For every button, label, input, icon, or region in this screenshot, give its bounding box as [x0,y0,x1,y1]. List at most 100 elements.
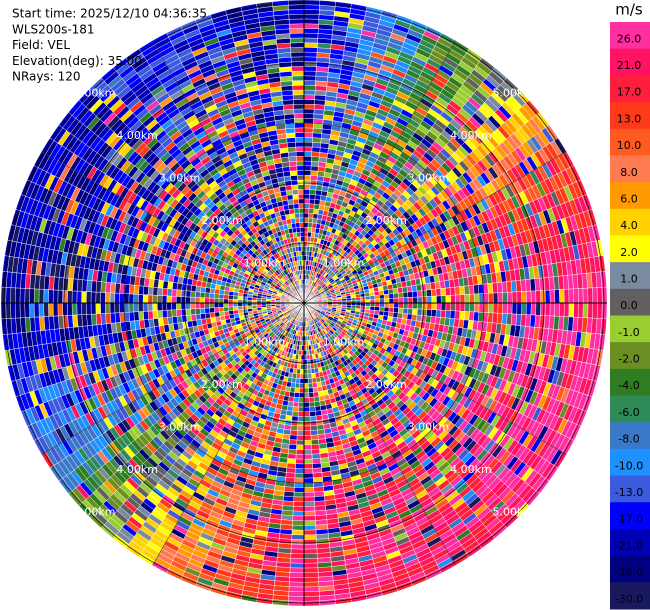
gate [398,302,404,309]
gate [286,462,296,469]
gate [303,75,317,82]
gate [310,175,318,181]
gate [312,386,319,393]
gate [397,307,404,314]
gate [291,529,305,536]
gate [379,294,385,300]
gate [291,524,305,531]
gate [392,287,399,294]
gate [285,467,296,474]
gate [303,28,319,34]
gate [483,302,489,313]
gate [303,543,318,550]
gate [601,302,608,320]
gate [303,151,313,157]
gate [449,286,456,296]
gate [303,416,311,422]
gate [393,307,399,314]
gate [369,291,375,297]
gate [374,306,380,312]
gate [568,288,575,304]
gate [303,373,309,380]
gate [296,439,305,446]
gate [296,435,305,441]
gate [314,400,321,407]
gate [303,529,317,536]
gate [445,287,451,296]
gate [402,291,409,299]
gate [468,284,475,295]
gate [592,287,598,304]
gate [307,222,313,228]
gate [288,391,295,398]
gate [303,501,315,507]
gate [364,295,371,301]
gate [303,203,310,209]
gate [360,296,366,301]
gate [492,292,499,304]
gate [314,405,322,412]
gate [303,515,316,522]
gate [303,477,314,484]
gate [295,378,301,384]
gate [435,288,442,297]
gate [525,302,532,316]
gate [303,37,319,44]
gate [303,108,315,115]
gate [293,501,305,507]
gate [549,289,556,304]
gate [303,567,319,574]
gate [303,468,314,474]
gate [292,515,305,522]
gate [296,444,305,451]
gate [473,302,480,313]
gate [440,287,447,297]
gate [303,591,320,597]
gate [303,189,311,195]
gate [303,420,311,427]
gate [303,222,309,228]
gate [412,308,418,316]
gate [393,297,399,304]
gate [308,212,314,219]
gate [303,66,317,72]
gate [398,297,404,304]
gate [497,302,504,314]
gate [379,306,385,312]
gate [297,416,305,422]
gate [293,491,305,498]
gate [309,406,316,412]
gate [295,458,305,465]
gate [303,113,315,119]
gate [308,401,316,408]
gate [530,302,537,316]
gate [286,405,294,412]
gate [497,292,504,304]
gate [303,212,309,219]
gate [303,80,316,86]
gate [403,297,409,304]
gate [478,293,485,304]
gate [383,306,390,313]
gate [445,310,451,319]
gate [454,310,461,320]
gate [303,122,314,129]
gate [313,208,320,215]
gate [308,198,316,205]
gate [582,302,589,319]
gate [303,70,317,77]
gate [314,199,321,206]
gate [502,292,508,304]
gate [554,289,560,304]
gate [464,294,470,304]
gate [311,142,322,148]
gate [388,307,395,313]
gate [289,572,305,578]
gate [303,430,312,436]
gate [303,0,321,6]
gate [300,368,305,375]
gate [388,302,395,308]
gate [306,359,311,365]
gate [305,340,309,346]
